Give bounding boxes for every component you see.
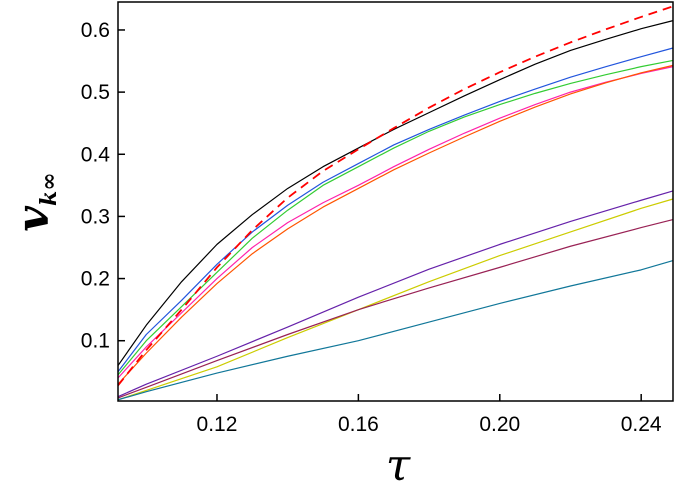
- series-line-9: [117, 218, 674, 399]
- x-tick-label: 0.12: [197, 413, 238, 436]
- y-tick-label: 0.4: [81, 143, 111, 166]
- y-tick-label: 0.5: [81, 81, 110, 104]
- series-layer: [117, 5, 674, 401]
- y-tick-label: 0.2: [81, 268, 110, 291]
- series-line-2: [117, 47, 674, 373]
- series-line-7: [117, 190, 674, 398]
- y-axis-label: vk∞: [8, 172, 62, 231]
- x-tick-label: 0.24: [621, 413, 662, 436]
- series-line-6: [117, 5, 674, 387]
- svg-text:vk∞: vk∞: [8, 172, 62, 231]
- y-tick-label: 0.3: [81, 205, 110, 228]
- y-axis-label-sub: k∞: [36, 172, 62, 206]
- series-line-8: [117, 198, 674, 401]
- y-tick-label: 0.6: [81, 19, 110, 42]
- series-line-1: [117, 20, 674, 366]
- x-tick-label: 0.20: [479, 413, 520, 436]
- y-tick-label: 0.1: [81, 330, 110, 353]
- x-axis-label: τ: [386, 440, 411, 491]
- series-line-4: [117, 66, 674, 379]
- y-axis-label-main: v: [8, 206, 59, 232]
- series-line-10: [117, 259, 674, 401]
- tick-layer: 0.12 0.16 0.20 0.24 0.1 0.2 0.3 0.4 0.5 0.6: [81, 19, 662, 436]
- x-tick-label: 0.16: [338, 413, 379, 436]
- plot-frame: [117, 1, 674, 402]
- series-line-5: [117, 64, 674, 385]
- series-line-3: [117, 59, 674, 376]
